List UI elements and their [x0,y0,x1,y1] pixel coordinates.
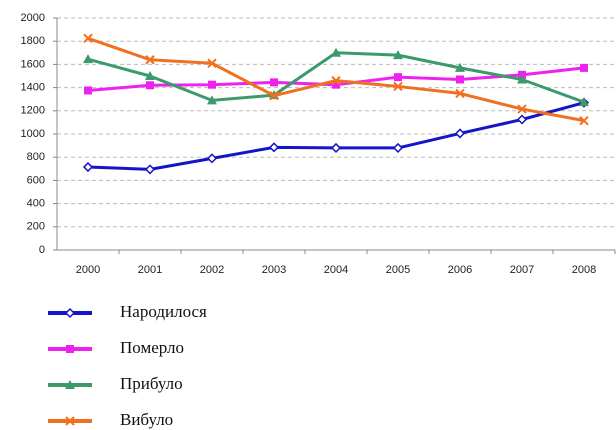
legend-marker [65,416,75,426]
x-tick-label: 2001 [138,264,162,276]
data-point [393,50,403,60]
data-point [331,47,341,57]
y-tick-label: 1800 [21,35,45,47]
y-tick-label: 800 [27,151,45,163]
data-point [270,78,278,87]
x-tick-label: 2002 [200,264,224,276]
data-point [206,153,218,164]
data-point [579,115,589,126]
data-point [208,80,216,89]
x-tick-label: 2006 [448,264,472,276]
data-point [516,114,528,125]
y-tick-label: 600 [27,174,45,186]
data-point [83,54,93,64]
data-point [455,88,465,99]
data-point [517,74,527,84]
legend-label: Народилося [120,302,207,321]
y-tick-label: 1000 [21,128,45,140]
data-point [145,71,155,80]
y-tick-label: 2000 [21,12,45,24]
y-tick-label: 1200 [21,105,45,117]
series-line [87,101,585,171]
data-point [580,63,588,72]
data-point [330,142,342,153]
data-point [269,91,279,101]
data-point [82,161,94,173]
y-tick-label: 200 [27,221,45,233]
y-tick-label: 400 [27,198,45,210]
x-tick-label: 2004 [324,264,348,276]
x-tick-label: 2003 [262,264,286,276]
legend-marker [66,345,74,353]
data-point [456,75,464,84]
data-point [332,80,340,89]
data-point [517,104,527,114]
data-point [84,86,92,95]
x-tick-label: 2008 [572,264,596,276]
data-point [331,75,341,86]
data-point [454,128,466,139]
data-point [268,142,280,153]
data-point [394,73,402,82]
data-point [392,142,404,153]
y-tick-label: 1600 [21,58,45,70]
legend-marker [65,380,75,389]
legend-marker [64,307,76,319]
legend-label: Померло [120,338,184,357]
x-tick-label: 2005 [386,264,410,276]
legend-label: Прибуло [120,374,183,393]
data-point [393,81,403,92]
data-point [579,97,589,107]
data-point [83,33,93,44]
data-point [146,81,154,90]
data-point [455,62,465,72]
data-point [207,58,217,68]
data-point [144,164,156,175]
x-tick-label: 2000 [76,264,100,276]
data-point [207,95,217,105]
x-tick-label: 2007 [510,264,534,276]
y-tick-label: 1400 [21,82,45,94]
y-tick-label: 0 [39,244,45,256]
data-point [145,55,155,65]
legend-label: Вибуло [120,410,173,429]
